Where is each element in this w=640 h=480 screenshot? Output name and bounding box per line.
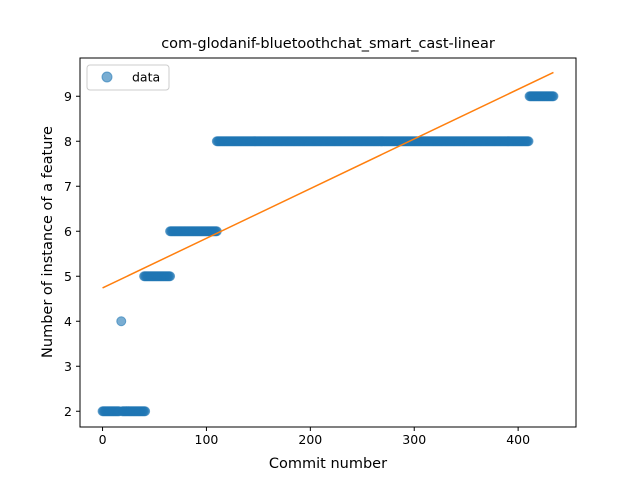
y-tick-label: 8 [64, 134, 72, 149]
y-tick-label: 5 [64, 269, 72, 284]
data-point [548, 91, 559, 102]
plot-area [97, 71, 559, 417]
chart-title: com-glodanif-bluetoothchat_smart_cast-li… [161, 36, 495, 52]
x-tick-label: 0 [99, 432, 107, 447]
axes-frame [79, 57, 577, 428]
x-axis: 0 100 200 300 400 [99, 427, 530, 447]
legend-marker [101, 71, 113, 83]
y-tick-label: 9 [64, 89, 72, 104]
legend-box [86, 64, 170, 91]
x-tick-label: 100 [195, 432, 219, 447]
data-point [116, 316, 127, 327]
data-point [165, 271, 176, 282]
x-tick-label: 400 [506, 432, 530, 447]
x-axis-label: Commit number [269, 456, 387, 472]
y-tick-label: 3 [64, 359, 72, 374]
y-axis: 2 3 4 5 6 7 8 9 [64, 89, 80, 419]
fit-line [102, 71, 554, 289]
x-tick-label: 200 [298, 432, 322, 447]
y-tick-label: 2 [64, 404, 72, 419]
legend-label: data [132, 70, 160, 85]
x-tick-label: 300 [402, 432, 426, 447]
data-point [523, 136, 534, 147]
data-point [140, 406, 151, 417]
legend: data [86, 64, 170, 91]
y-tick-label: 7 [64, 179, 72, 194]
y-tick-label: 4 [64, 314, 72, 329]
y-axis-label: Number of instance of a feature [40, 126, 56, 358]
y-tick-label: 6 [64, 224, 72, 239]
